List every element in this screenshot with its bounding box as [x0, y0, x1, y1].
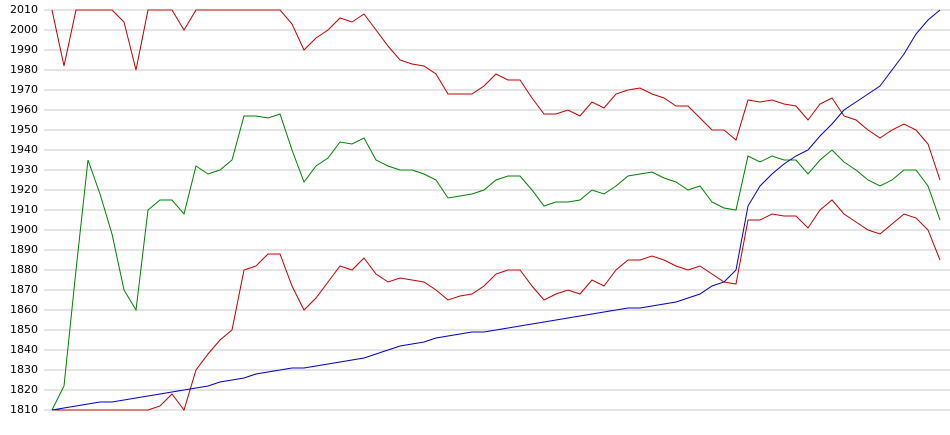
- y-tick-label: 1990: [10, 43, 38, 56]
- y-tick-label: 1860: [10, 303, 38, 316]
- y-tick-label: 2000: [10, 23, 38, 36]
- series-line: [51, 9, 941, 181]
- y-tick-label: 1870: [10, 283, 38, 296]
- y-tick-label: 1910: [10, 203, 38, 216]
- y-tick-label: 1930: [10, 163, 38, 176]
- series-line: [52, 199, 941, 412]
- y-tick-label: 1920: [10, 183, 38, 196]
- y-tick-label: 1820: [10, 383, 38, 396]
- y-tick-label: 1890: [10, 243, 38, 256]
- series-line: [51, 113, 941, 411]
- y-tick-label: 1900: [10, 223, 38, 236]
- y-tick-label: 1840: [10, 343, 38, 356]
- y-tick-label: 1810: [10, 403, 38, 416]
- y-tick-label: 1980: [10, 63, 38, 76]
- y-tick-label: 2010: [10, 3, 38, 16]
- y-tick-label: 1950: [10, 123, 38, 136]
- y-tick-label: 1970: [10, 83, 38, 96]
- y-tick-label: 1830: [10, 363, 38, 376]
- y-tick-label: 1880: [10, 263, 38, 276]
- y-tick-label: 1940: [10, 143, 38, 156]
- series-line: [51, 9, 941, 411]
- y-tick-label: 1850: [10, 323, 38, 336]
- y-tick-label: 1960: [10, 103, 38, 116]
